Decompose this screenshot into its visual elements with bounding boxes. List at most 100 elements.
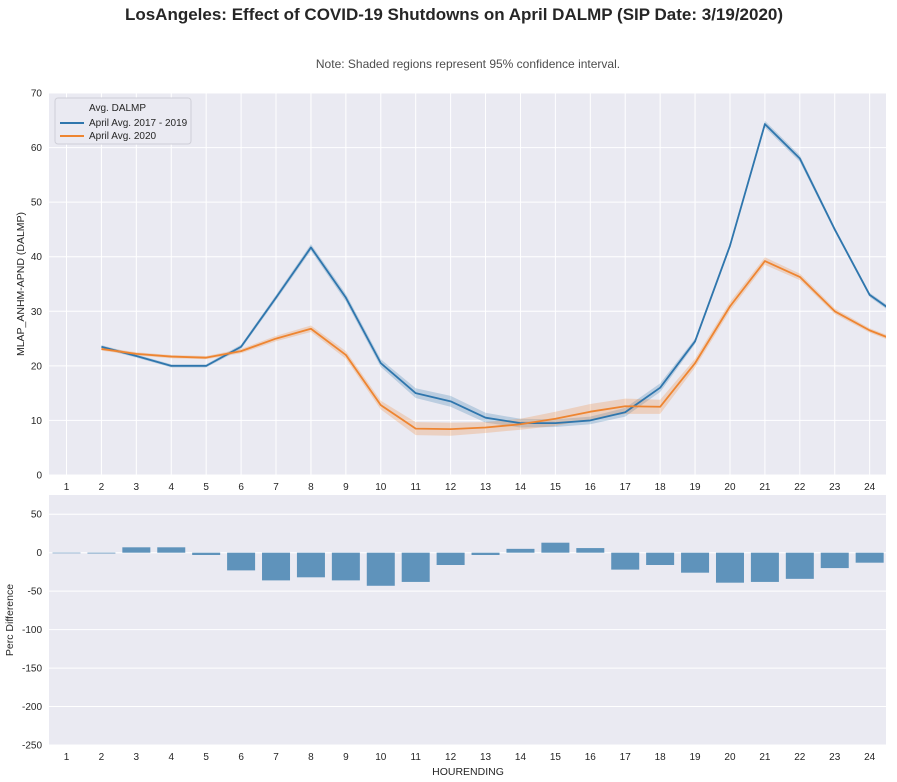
bottom-y-tick-label: -150: [22, 664, 42, 675]
bar-hour-18: [646, 552, 675, 565]
bottom-x-tick-label: 21: [759, 752, 771, 763]
bottom-x-tick-label: 22: [794, 752, 806, 763]
bottom-x-tick-label: 14: [515, 752, 527, 763]
bar-hour-2: [87, 552, 116, 554]
top-x-tick-label: 6: [238, 482, 244, 493]
series-line-0: [101, 123, 886, 425]
legend-label-2020: April Avg. 2020: [89, 131, 157, 142]
bottom-y-tick-label: 50: [31, 510, 43, 521]
top-y-axis-label: MLAP_ANHM-APND (DALMP): [15, 212, 27, 356]
bar-hour-13: [471, 552, 500, 555]
top-x-tick-label: 15: [550, 482, 562, 493]
bottom-y-tick-label: -100: [22, 625, 42, 636]
bar-hour-7: [262, 552, 291, 581]
top-x-tick-label: 1: [64, 482, 70, 493]
top-y-tick-label: 50: [31, 198, 43, 209]
top-x-tick-label: 8: [308, 482, 314, 493]
bar-hour-23: [820, 552, 849, 569]
top-x-tick-label: 23: [829, 482, 841, 493]
top-x-tick-label: 2: [99, 482, 105, 493]
top-x-tick-label: 12: [445, 482, 457, 493]
top-y-tick-label: 20: [31, 361, 43, 372]
bar-hour-9: [331, 552, 360, 581]
bottom-y-tick-label: -200: [22, 702, 42, 713]
figure-subtitle: Note: Shaded regions represent 95% confi…: [316, 57, 620, 71]
top-y-tick-label: 40: [31, 252, 43, 263]
series-line-1: [101, 260, 886, 431]
bottom-y-axis-label: Perc Difference: [4, 584, 16, 656]
bottom-x-tick-label: 6: [238, 752, 244, 763]
top-x-tick-label: 18: [655, 482, 667, 493]
bar-hour-16: [576, 548, 605, 553]
bottom-x-tick-label: 10: [375, 752, 387, 763]
bottom-x-tick-label: 4: [168, 752, 174, 763]
bottom-x-tick-labels: 1 2 3 4 5 6 7 8 9 10 11 12 13 14 15 16 17 18 19 20 21 22 23 24: [64, 752, 876, 763]
top-series-lines: [101, 123, 886, 431]
confidence-band-0: [101, 120, 886, 428]
bottom-x-tick-label: 18: [655, 752, 667, 763]
bar-hour-22: [785, 552, 814, 579]
bar-hour-24: [855, 552, 884, 563]
bottom-gridlines: [49, 513, 886, 746]
top-y-tick-label: 30: [31, 307, 43, 318]
top-x-tick-label: 24: [864, 482, 876, 493]
legend-label-2017-2019: April Avg. 2017 - 2019: [89, 118, 188, 129]
bar-hour-4: [157, 547, 186, 553]
bar-hour-5: [192, 552, 221, 555]
bar-hour-8: [296, 552, 325, 578]
top-x-tick-labels: 1 2 3 4 5 6 7 8 9 10 11 12 13 14 15 16 17 18 19 20 21 22 23 24: [64, 482, 876, 493]
bottom-x-axis-label: HOURENDING: [432, 766, 504, 778]
top-x-tick-label: 9: [343, 482, 349, 493]
bottom-x-tick-label: 20: [724, 752, 736, 763]
bar-hour-19: [681, 552, 710, 573]
top-x-tick-label: 11: [411, 482, 422, 493]
top-y-tick-label: 60: [31, 143, 43, 154]
confidence-band-1: [101, 257, 886, 436]
top-y-tick-label: 0: [36, 471, 42, 482]
top-y-tick-label: 10: [31, 416, 43, 427]
bottom-x-tick-label: 19: [689, 752, 701, 763]
bottom-x-tick-label: 5: [203, 752, 209, 763]
top-y-tick-labels: 0 10 20 30 40 50 60 70: [31, 89, 43, 482]
bar-hour-11: [401, 552, 430, 582]
bar-hour-20: [715, 552, 744, 583]
bar-hour-14: [506, 548, 535, 553]
bottom-x-tick-label: 3: [134, 752, 140, 763]
legend: Avg. DALMP April Avg. 2017 - 2019 April …: [54, 97, 192, 145]
bottom-x-tick-label: 16: [585, 752, 597, 763]
top-y-tick-label: 70: [31, 89, 43, 100]
top-x-tick-label: 19: [689, 482, 701, 493]
bottom-x-tick-label: 23: [829, 752, 841, 763]
bar-hour-17: [611, 552, 640, 570]
bottom-x-tick-label: 15: [550, 752, 562, 763]
top-x-tick-label: 14: [515, 482, 527, 493]
bar-hour-6: [227, 552, 256, 571]
bottom-plot-area: [49, 495, 886, 745]
bottom-y-tick-label: -250: [22, 741, 42, 752]
top-x-tick-label: 17: [620, 482, 632, 493]
bar-hour-15: [541, 542, 570, 553]
top-confidence-bands: [101, 120, 886, 436]
figure-title: LosAngeles: Effect of COVID-19 Shutdowns…: [125, 5, 783, 24]
bottom-y-tick-label: -50: [28, 587, 43, 598]
bottom-x-tick-label: 1: [64, 752, 70, 763]
bar-hour-12: [436, 552, 465, 565]
top-x-tick-label: 22: [794, 482, 806, 493]
top-x-tick-label: 4: [168, 482, 174, 493]
top-x-tick-label: 20: [724, 482, 736, 493]
bottom-x-tick-label: 8: [308, 752, 314, 763]
bar-hour-3: [122, 547, 151, 553]
bottom-y-tick-labels: -250 -200 -150 -100 -50 0 50: [22, 510, 42, 752]
bottom-y-tick-label: 0: [36, 548, 42, 559]
bottom-x-tick-label: 9: [343, 752, 349, 763]
top-x-tick-label: 3: [134, 482, 140, 493]
bottom-x-tick-label: 13: [480, 752, 492, 763]
bottom-x-tick-label: 24: [864, 752, 876, 763]
top-gridlines: [49, 92, 886, 476]
top-plot-area: [49, 93, 886, 475]
bottom-x-tick-label: 7: [273, 752, 279, 763]
top-x-tick-label: 13: [480, 482, 492, 493]
bottom-bars: [52, 542, 884, 586]
